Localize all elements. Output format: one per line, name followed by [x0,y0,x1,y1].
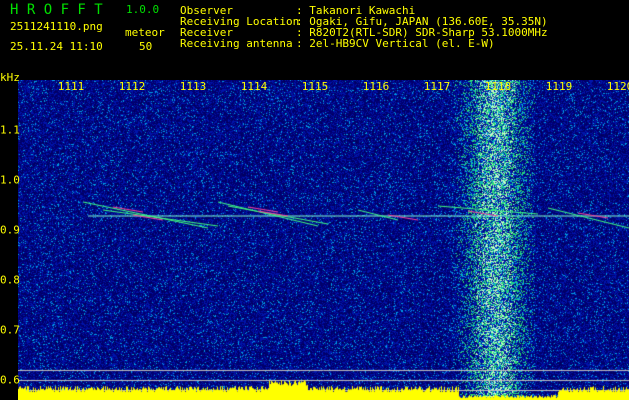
y-tick-label: 0.9 [0,224,20,237]
x-tick-label: 1114 [241,80,268,93]
app-version: 1.0.0 [126,4,159,16]
app-name: H R O F F T [10,4,103,16]
x-tick-label: 1111 [58,80,85,93]
y-tick-label: 0.7 [0,324,20,337]
x-tick-label: 1113 [180,80,207,93]
x-tick-label: 1117 [424,80,451,93]
x-tick-label: 1119 [546,80,573,93]
info-value: : 2el-HB9CV Vertical (el. E-W) [296,38,495,50]
x-tick-label: 1115 [302,80,329,93]
y-tick-label: 0.6 [0,374,20,387]
detection-count: 50 [139,41,152,53]
detection-label: meteor [125,27,165,39]
y-tick-label: 0.8 [0,274,20,287]
info-key: Receiving antenna [180,38,293,50]
y-unit-label: kHz [0,72,20,84]
spectrogram [18,80,629,400]
y-tick-label: 1.0 [0,174,20,187]
x-tick-label: 1118 [485,80,512,93]
x-tick-label: 1120 [607,80,629,93]
datetime: 25.11.24 11:10 [10,41,103,53]
file-name: 2511241110.png [10,21,103,33]
x-tick-label: 1116 [363,80,390,93]
x-tick-label: 1112 [119,80,146,93]
y-tick-label: 1.1 [0,124,20,137]
